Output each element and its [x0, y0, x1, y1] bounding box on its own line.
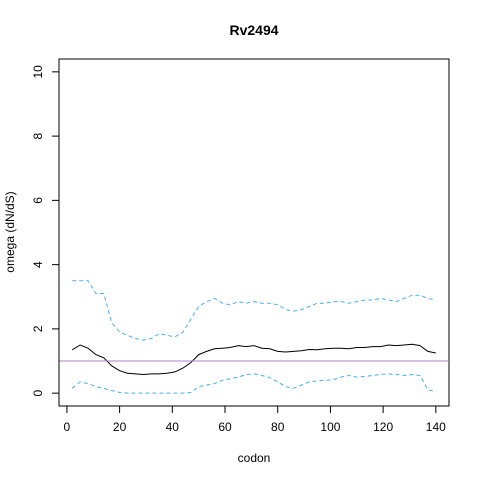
y-tick-label: 4 — [31, 261, 45, 268]
y-tick-label: 10 — [31, 65, 45, 79]
y-axis-label: omega (dN/dS) — [3, 191, 17, 272]
x-tick-label: 40 — [166, 420, 180, 434]
y-axis: 0 2 4 6 8 10 — [31, 65, 60, 396]
x-tick-label: 60 — [218, 420, 232, 434]
series-line-3 — [71, 373, 436, 394]
series-line-1 — [71, 343, 436, 376]
x-tick-label: 20 — [113, 420, 127, 434]
x-axis-label: codon — [238, 451, 271, 465]
series-line-2 — [72, 280, 436, 341]
x-tick-label: 120 — [373, 420, 393, 434]
x-tick-label: 140 — [426, 420, 446, 434]
chart-title: Rv2494 — [229, 22, 278, 38]
x-tick-label: 100 — [320, 420, 340, 434]
y-tick-label: 8 — [31, 132, 45, 139]
y-tick-label: 6 — [31, 197, 45, 204]
x-tick-label: 0 — [64, 420, 71, 434]
y-tick-label: 2 — [31, 325, 45, 332]
y-tick-label: 0 — [31, 389, 45, 396]
x-axis: 0 20 40 60 80 100 120 140 — [64, 405, 446, 434]
plot-frame — [58, 58, 450, 407]
x-tick-label: 80 — [271, 420, 285, 434]
series-layer — [71, 280, 436, 394]
